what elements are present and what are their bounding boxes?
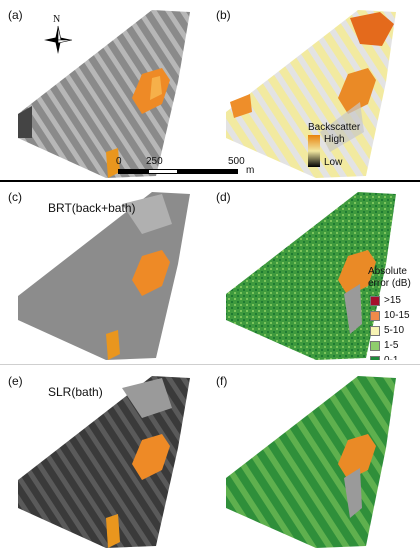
- panel-c-map: [18, 192, 190, 360]
- error-legend-title-1: Absolute: [368, 266, 407, 277]
- reef-patch: [338, 434, 376, 480]
- reef-patch: [132, 250, 170, 296]
- survey-area: [18, 10, 190, 178]
- error-swatch: [370, 296, 380, 306]
- panel-d-label: (d): [216, 190, 231, 204]
- scale-unit: m: [246, 165, 255, 176]
- panel-e-method: SLR(bath): [48, 385, 103, 399]
- error-legend-title-2: error (dB): [368, 278, 411, 289]
- compass-icon: [44, 25, 73, 54]
- backscatter-high-label: High: [324, 134, 345, 145]
- reef-patch: [338, 68, 376, 114]
- error-swatch: [370, 356, 380, 360]
- high-backscatter-zone-2: [230, 94, 252, 118]
- reef-patch: [338, 250, 376, 296]
- scale-tick-250: 250: [146, 156, 163, 167]
- row-divider: [0, 364, 420, 365]
- panel-d-map: [226, 192, 396, 360]
- survey-area: [18, 376, 190, 548]
- panel-e-map: [18, 376, 190, 548]
- backscatter-legend-title: Backscatter: [308, 122, 361, 133]
- panel-a-label: (a): [8, 8, 23, 22]
- panel-c: (c) BRT(back+bath): [2, 184, 202, 360]
- reef-strip: [106, 330, 120, 360]
- scale-bar: 0 250 500 m: [116, 156, 298, 177]
- panel-f-map: [226, 376, 396, 548]
- reef-strip: [344, 284, 362, 334]
- north-arrow: N: [42, 14, 74, 58]
- error-swatch: [370, 311, 380, 321]
- panel-f: (f): [210, 368, 418, 548]
- panel-b-label: (b): [216, 8, 231, 22]
- panel-c-label: (c): [8, 190, 22, 204]
- panel-b-map: [226, 10, 396, 178]
- reef-strip: [344, 468, 362, 518]
- survey-area: [18, 192, 190, 360]
- gray-band: [320, 102, 364, 152]
- error-swatch: [370, 341, 380, 351]
- scale-tick-500: 500: [228, 156, 245, 167]
- panel-c-method: BRT(back+bath): [48, 201, 136, 215]
- high-backscatter-zone: [350, 12, 394, 46]
- panel-f-label: (f): [216, 374, 228, 388]
- scale-tick-0: 0: [116, 156, 122, 167]
- light-zone: [122, 194, 172, 234]
- panel-a-map: [18, 10, 190, 178]
- backscatter-low-label: Low: [324, 157, 343, 168]
- error-swatch: [370, 326, 380, 336]
- reef-patch-2: [150, 76, 162, 100]
- panel-e-label: (e): [8, 374, 23, 388]
- panel-a: (a) N: [2, 2, 202, 178]
- north-letter: N: [53, 14, 61, 25]
- panel-b: (b) Backscatter High Low: [210, 2, 418, 178]
- panel-e: (e) SLR(bath): [2, 368, 202, 548]
- reef-strip: [106, 514, 120, 548]
- reef-patch: [132, 434, 170, 480]
- light-zone: [122, 378, 172, 418]
- left-dark-margin: [18, 106, 32, 138]
- panel-d: (d) Absolute error (dB) >15 10-15 5-10 1…: [210, 184, 418, 360]
- reef-strip: [106, 148, 120, 178]
- horizontal-divider: [0, 180, 420, 182]
- backscatter-gradient: [308, 135, 320, 167]
